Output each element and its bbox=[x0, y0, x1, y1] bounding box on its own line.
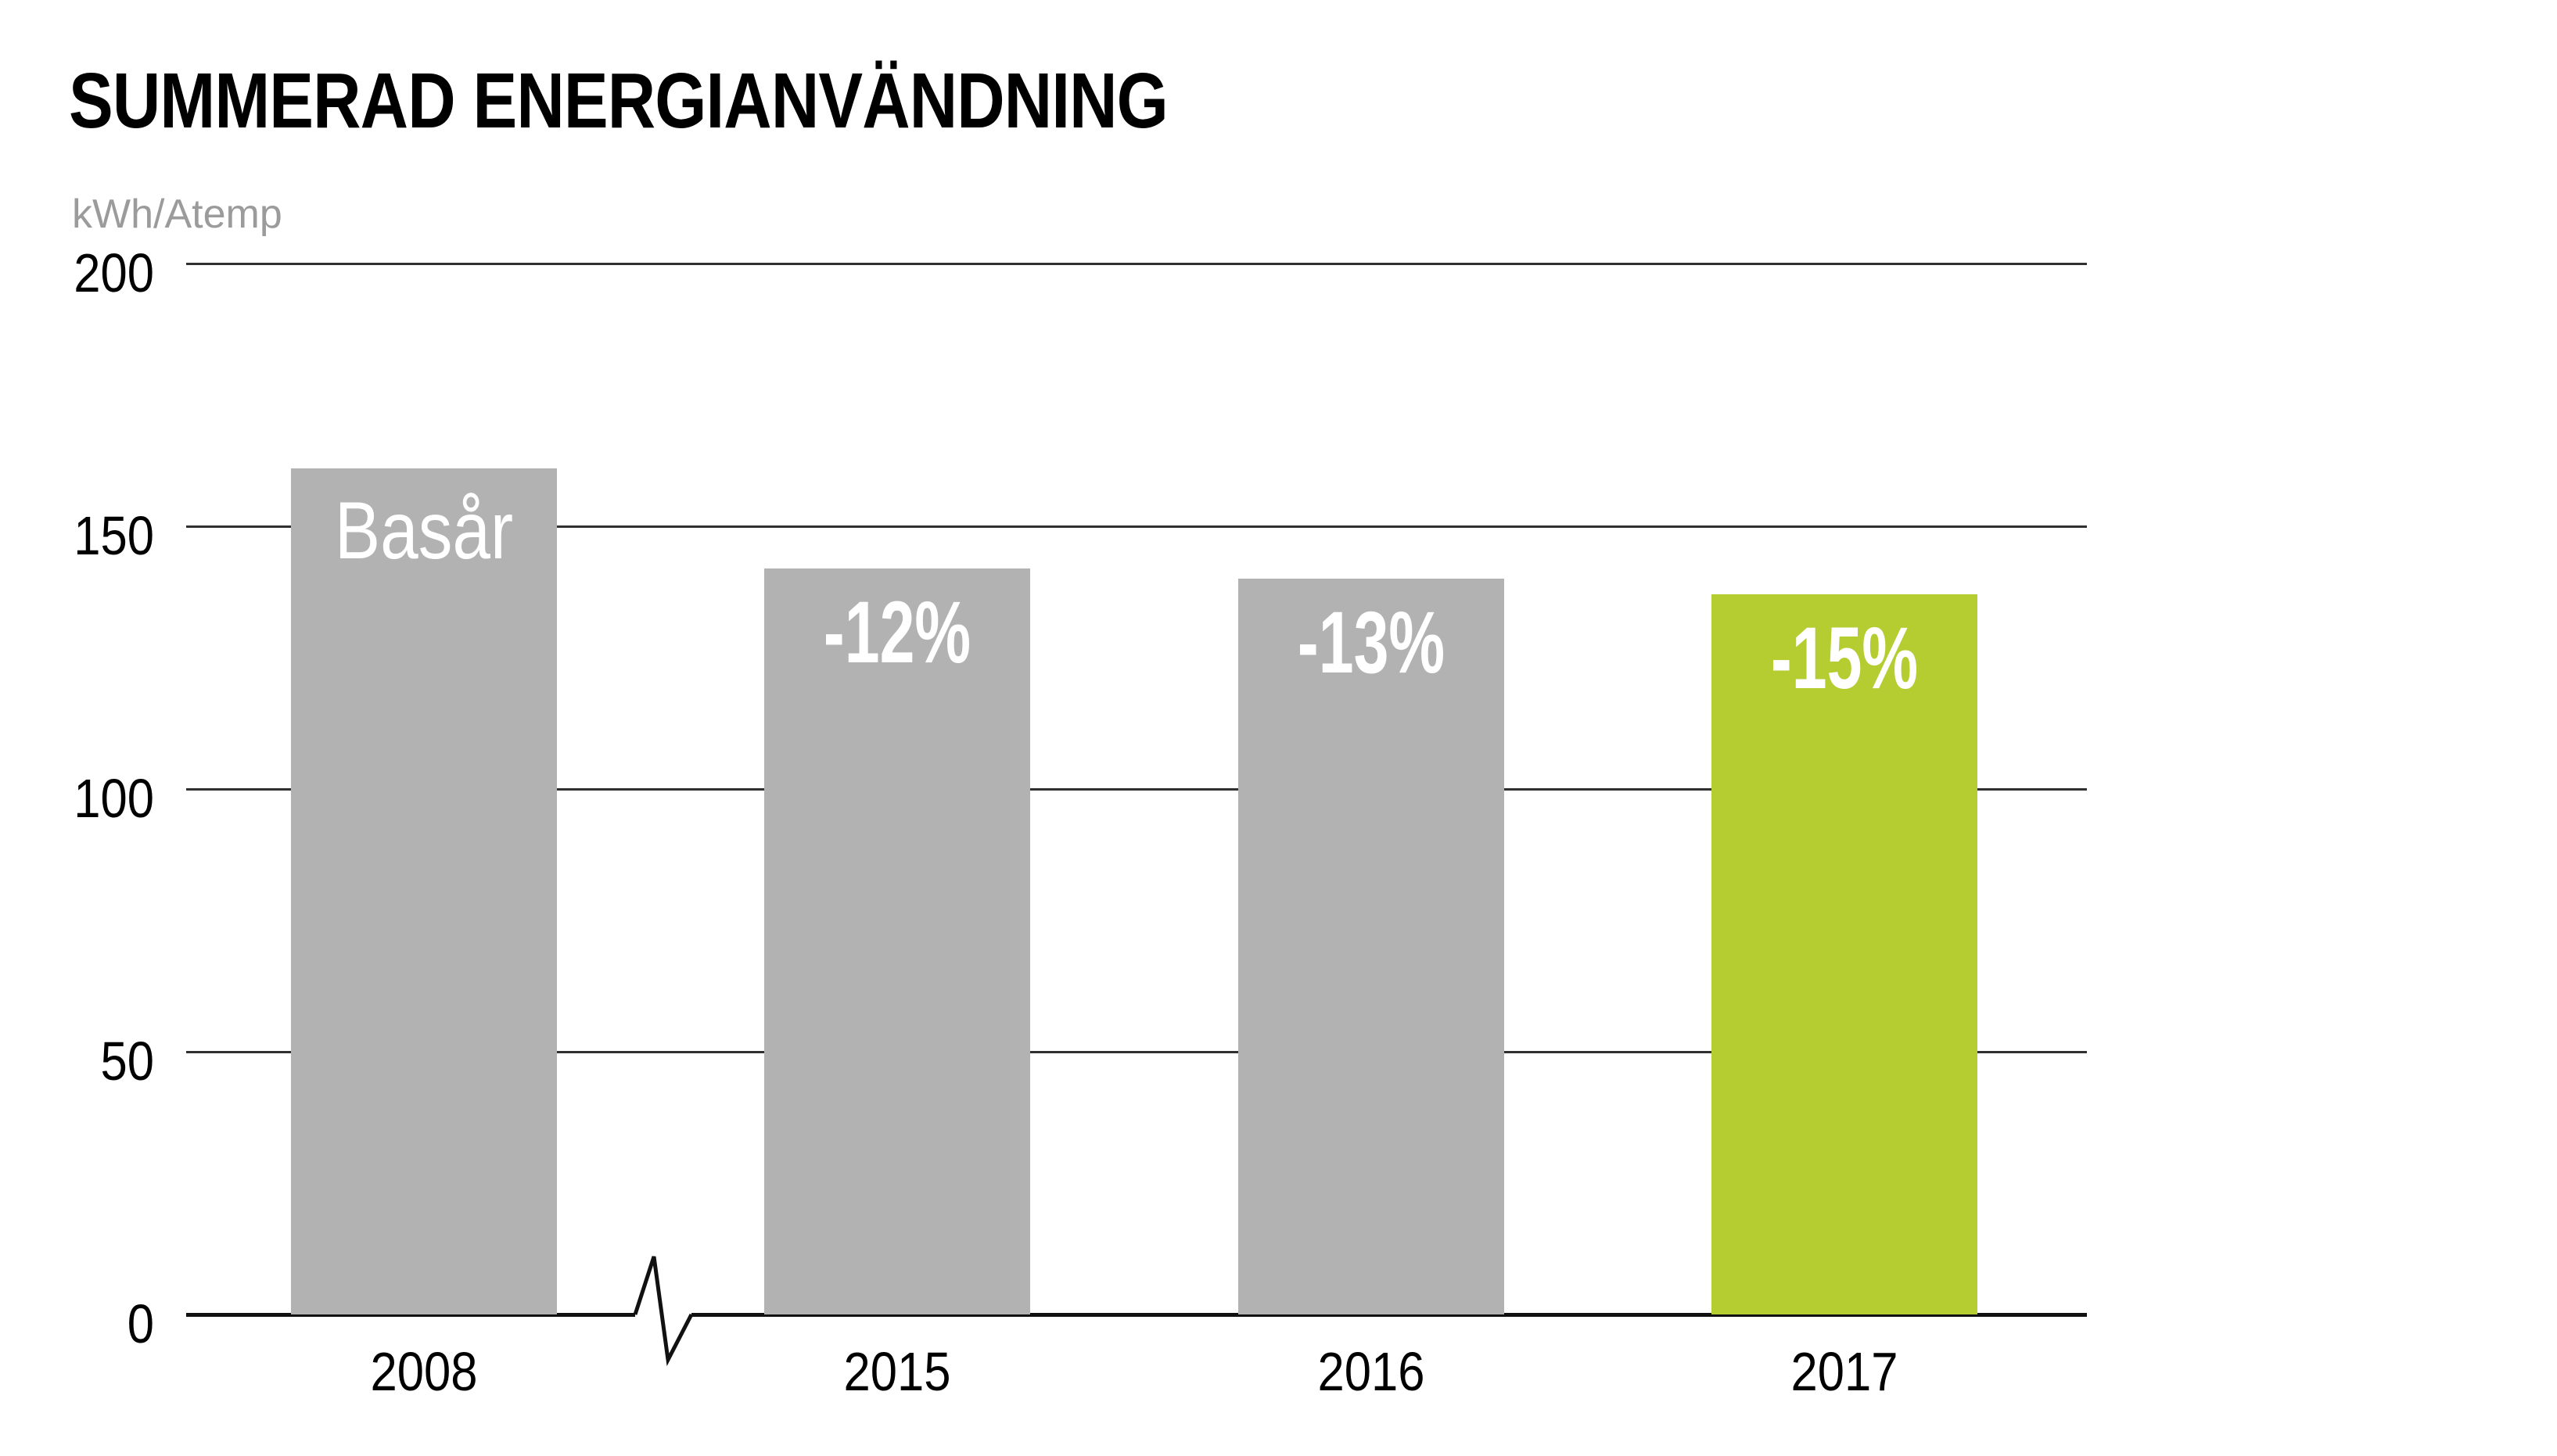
bar-2015 bbox=[764, 568, 1030, 1314]
gridline-100 bbox=[186, 788, 2087, 791]
bar-value-label-2008: Basår bbox=[334, 486, 514, 577]
bar-2016 bbox=[1238, 579, 1504, 1314]
gridline-200 bbox=[186, 263, 2087, 265]
x-tick-label-2017: 2017 bbox=[1790, 1341, 1898, 1402]
x-axis-line-left bbox=[186, 1313, 635, 1317]
y-tick-label-150: 150 bbox=[74, 505, 154, 566]
y-axis-unit-label: kWh/Atemp bbox=[72, 192, 282, 237]
y-tick-label-200: 200 bbox=[74, 242, 154, 303]
gridline-50 bbox=[186, 1051, 2087, 1053]
y-tick-label-50: 50 bbox=[100, 1031, 154, 1092]
chart-title: SUMMERAD ENERGIANVÄNDNING bbox=[69, 57, 1169, 145]
x-tick-label-2008: 2008 bbox=[370, 1341, 478, 1402]
bar-value-label-2016: -13% bbox=[1297, 594, 1445, 692]
gridline-150 bbox=[186, 525, 2087, 528]
bar-value-label-2017: -15% bbox=[1770, 609, 1919, 708]
bar-2008 bbox=[291, 468, 557, 1314]
x-tick-label-2015: 2015 bbox=[843, 1341, 951, 1402]
bar-value-label-2015: -12% bbox=[823, 583, 971, 681]
x-axis-line-right bbox=[691, 1313, 2087, 1317]
x-tick-label-2016: 2016 bbox=[1317, 1341, 1425, 1402]
bar-2017 bbox=[1711, 594, 1977, 1314]
y-tick-label-100: 100 bbox=[74, 768, 154, 829]
axis-break-zigzag bbox=[633, 1256, 694, 1367]
y-tick-label-0: 0 bbox=[127, 1293, 154, 1354]
